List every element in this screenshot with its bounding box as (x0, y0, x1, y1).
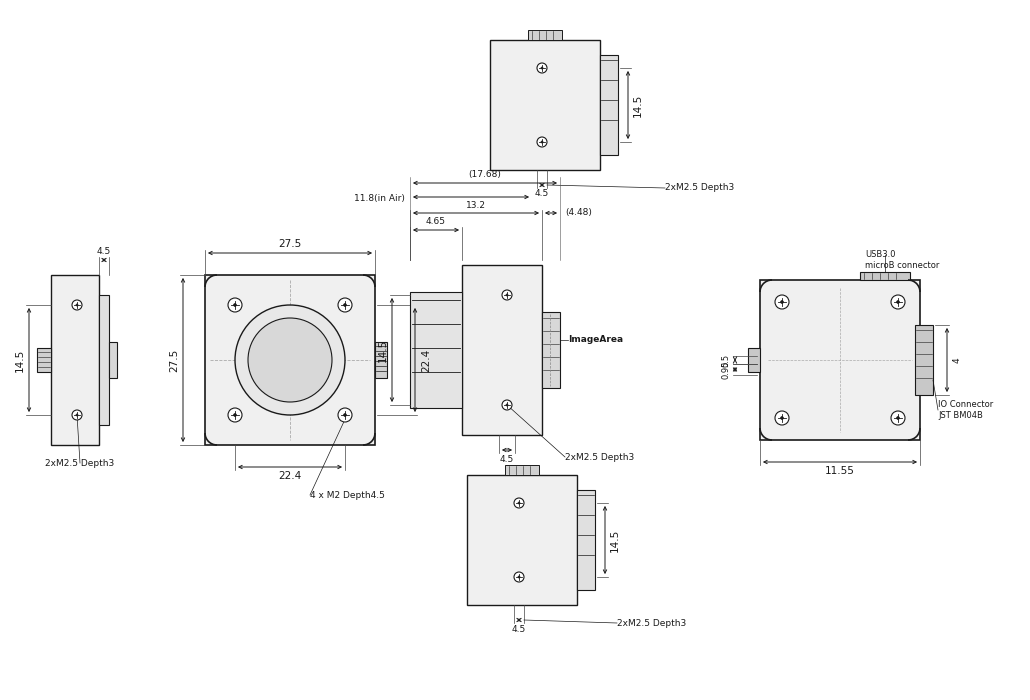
Text: 27.5: 27.5 (278, 239, 302, 249)
Text: 11.8(in Air): 11.8(in Air) (354, 195, 405, 204)
Circle shape (775, 411, 789, 425)
Bar (600, 55, 618, 155)
Text: 4.5: 4.5 (512, 624, 526, 634)
Circle shape (514, 572, 524, 582)
Bar (528, 30, 562, 40)
Circle shape (775, 295, 789, 309)
Circle shape (781, 300, 784, 303)
Text: 14.5: 14.5 (378, 338, 388, 362)
Circle shape (891, 295, 905, 309)
Circle shape (228, 298, 242, 312)
Bar (375, 342, 387, 378)
Circle shape (502, 290, 512, 300)
Circle shape (514, 498, 524, 508)
Text: 14.5: 14.5 (610, 528, 620, 552)
Circle shape (72, 300, 82, 310)
Bar (467, 475, 577, 605)
Circle shape (338, 408, 352, 422)
Circle shape (896, 300, 899, 303)
Bar (860, 272, 909, 280)
Text: 11.55: 11.55 (825, 466, 855, 476)
Text: 14.5: 14.5 (633, 93, 643, 117)
Text: 14.5: 14.5 (15, 349, 25, 372)
Text: 22.4: 22.4 (278, 471, 302, 481)
Text: 4.65: 4.65 (426, 218, 446, 227)
Circle shape (537, 63, 547, 73)
Text: IO Connector
JST BM04B: IO Connector JST BM04B (938, 400, 993, 420)
Circle shape (72, 410, 82, 420)
Circle shape (518, 576, 520, 578)
Text: (17.68): (17.68) (469, 171, 502, 179)
Bar (915, 325, 933, 395)
Circle shape (234, 304, 237, 307)
Bar (542, 312, 560, 388)
Circle shape (506, 404, 508, 406)
Text: 4.5: 4.5 (97, 248, 111, 256)
Circle shape (541, 67, 543, 69)
Text: USB3.0
microB connector: USB3.0 microB connector (865, 250, 939, 270)
Bar (37, 348, 52, 372)
Circle shape (344, 304, 346, 307)
Circle shape (541, 141, 543, 143)
Text: 0.5: 0.5 (721, 354, 730, 367)
Bar (99, 295, 109, 425)
Circle shape (76, 304, 78, 306)
Text: (4.48): (4.48) (565, 209, 592, 218)
Text: 2xM2.5 Depth3: 2xM2.5 Depth3 (617, 619, 686, 627)
Text: 4.5: 4.5 (535, 190, 549, 199)
Bar (52, 275, 99, 445)
Circle shape (234, 414, 237, 416)
Bar (505, 465, 539, 475)
Circle shape (518, 502, 520, 504)
Text: 13.2: 13.2 (466, 200, 486, 209)
Circle shape (344, 414, 346, 416)
Text: 2xM2.5 Depth3: 2xM2.5 Depth3 (45, 458, 114, 468)
Bar (262, 338, 318, 382)
Text: 2xM2.5 Depth3: 2xM2.5 Depth3 (565, 452, 634, 461)
Circle shape (76, 414, 78, 416)
Circle shape (338, 298, 352, 312)
Bar (462, 265, 542, 435)
Circle shape (248, 318, 332, 402)
Circle shape (537, 137, 547, 147)
Bar (205, 275, 375, 445)
Bar (109, 342, 117, 378)
Text: 2xM2.5 Depth3: 2xM2.5 Depth3 (665, 183, 734, 192)
Bar (490, 40, 600, 170)
Bar (577, 490, 595, 590)
Bar (748, 348, 760, 372)
Circle shape (891, 411, 905, 425)
Bar (410, 292, 462, 408)
Text: ImageArea: ImageArea (568, 335, 623, 344)
Text: 4: 4 (953, 357, 961, 363)
Circle shape (781, 416, 784, 419)
Text: 4.5: 4.5 (500, 454, 514, 463)
Text: 4 x M2 Depth4.5: 4 x M2 Depth4.5 (310, 491, 385, 500)
Text: 0.95: 0.95 (721, 360, 730, 379)
Text: 27.5: 27.5 (169, 349, 179, 372)
Circle shape (228, 408, 242, 422)
Bar (760, 280, 920, 440)
Circle shape (235, 305, 345, 415)
Text: 22.4: 22.4 (421, 349, 431, 372)
Circle shape (506, 294, 508, 296)
Circle shape (896, 416, 899, 419)
Circle shape (502, 400, 512, 410)
